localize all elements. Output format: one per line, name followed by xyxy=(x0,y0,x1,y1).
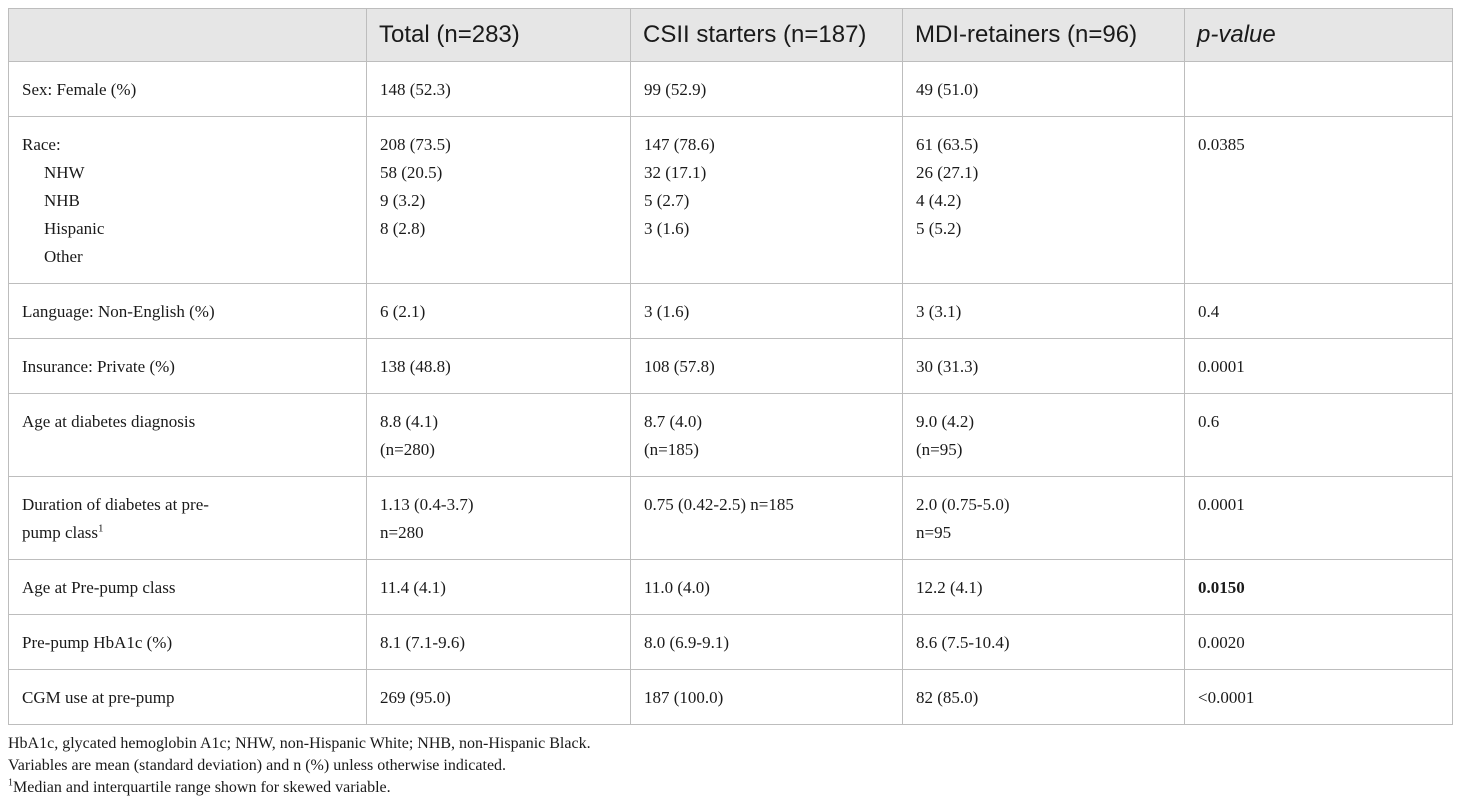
cell-mdi: 30 (31.3) xyxy=(902,338,1185,394)
cell-mdi: 82 (85.0) xyxy=(902,669,1185,725)
race-sublabel: NHW xyxy=(44,163,85,182)
race-label: Race: xyxy=(22,135,61,154)
cell-mdi: 49 (51.0) xyxy=(902,61,1185,117)
cell-line: 8 (2.8) xyxy=(380,219,426,238)
cell-csii: 8.7 (4.0) (n=185) xyxy=(630,393,903,477)
table-row: CGM use at pre-pump 269 (95.0) 187 (100.… xyxy=(8,669,1453,725)
cell-mdi: 61 (63.5) 26 (27.1) 4 (4.2) 5 (5.2) xyxy=(902,116,1185,284)
cell-line: 1.13 (0.4-3.7) xyxy=(380,495,474,514)
cell-mdi: 2.0 (0.75-5.0) n=95 xyxy=(902,476,1185,560)
cell-mdi: 9.0 (4.2) (n=95) xyxy=(902,393,1185,477)
cell-p-value: 0.0001 xyxy=(1184,338,1453,394)
demographics-table: Total (n=283) CSII starters (n=187) MDI-… xyxy=(8,8,1453,725)
cell-csii: 99 (52.9) xyxy=(630,61,903,117)
table-row: Language: Non-English (%) 6 (2.1) 3 (1.6… xyxy=(8,283,1453,339)
cell-csii: 187 (100.0) xyxy=(630,669,903,725)
cell-line: (n=280) xyxy=(380,440,435,459)
cell-csii: 108 (57.8) xyxy=(630,338,903,394)
cell-line: 32 (17.1) xyxy=(644,163,707,182)
cell-line: 0.75 (0.42-2.5) n=185 xyxy=(644,495,794,514)
row-label: Age at diabetes diagnosis xyxy=(8,393,367,477)
cell-total: 269 (95.0) xyxy=(366,669,631,725)
header-total: Total (n=283) xyxy=(366,8,631,62)
cell-total: 138 (48.8) xyxy=(366,338,631,394)
cell-line: 5 (2.7) xyxy=(644,191,690,210)
cell-mdi: 12.2 (4.1) xyxy=(902,559,1185,615)
cell-total: 1.13 (0.4-3.7) n=280 xyxy=(366,476,631,560)
label-line: pump class1 xyxy=(22,519,353,547)
cell-total: 11.4 (4.1) xyxy=(366,559,631,615)
cell-p-value: 0.0020 xyxy=(1184,614,1453,670)
table-row: Race: NHW NHB Hispanic Other 208 (73.5) … xyxy=(8,116,1453,284)
footnote-variables: Variables are mean (standard deviation) … xyxy=(8,757,507,774)
cell-line: 8.8 (4.1) xyxy=(380,412,439,431)
table-row: Age at diabetes diagnosis 8.8 (4.1) (n=2… xyxy=(8,393,1453,477)
cell-line: 9 (3.2) xyxy=(380,191,426,210)
label-line: Duration of diabetes at pre- xyxy=(22,495,209,514)
row-label: Pre-pump HbA1c (%) xyxy=(8,614,367,670)
cell-total: 8.1 (7.1-9.6) xyxy=(366,614,631,670)
header-blank xyxy=(8,8,367,62)
cell-line: 61 (63.5) xyxy=(916,135,979,154)
footnote-1-text: Median and interquartile range shown for… xyxy=(13,779,391,796)
cell-line: 58 (20.5) xyxy=(380,163,443,182)
cell-line: 4 (4.2) xyxy=(916,191,962,210)
table-header-row: Total (n=283) CSII starters (n=187) MDI-… xyxy=(8,8,1453,62)
table-row: Duration of diabetes at pre- pump class1… xyxy=(8,476,1453,560)
cell-csii: 3 (1.6) xyxy=(630,283,903,339)
row-label: Age at Pre-pump class xyxy=(8,559,367,615)
table-row: Sex: Female (%) 148 (52.3) 99 (52.9) 49 … xyxy=(8,61,1453,117)
cell-p-value: 0.4 xyxy=(1184,283,1453,339)
race-sublabel: Hispanic xyxy=(44,219,105,238)
race-sublabel: NHB xyxy=(44,191,80,210)
row-label: Language: Non-English (%) xyxy=(8,283,367,339)
label-text: pump class xyxy=(22,523,99,542)
cell-line: 2.0 (0.75-5.0) xyxy=(916,495,1010,514)
cell-line: 8.7 (4.0) xyxy=(644,412,703,431)
cell-p-value: 0.6 xyxy=(1184,393,1453,477)
cell-p-value: 0.0001 xyxy=(1184,476,1453,560)
footnote-marker: 1 xyxy=(98,522,104,535)
cell-mdi: 8.6 (7.5-10.4) xyxy=(902,614,1185,670)
cell-total: 8.8 (4.1) (n=280) xyxy=(366,393,631,477)
cell-p-value: 0.0385 xyxy=(1184,116,1453,284)
cell-csii: 0.75 (0.42-2.5) n=185 xyxy=(630,476,903,560)
race-sublabel: Other xyxy=(44,247,83,266)
cell-line: n=280 xyxy=(380,523,424,542)
cell-p-value xyxy=(1184,61,1453,117)
cell-line: 9.0 (4.2) xyxy=(916,412,975,431)
cell-line: (n=95) xyxy=(916,440,963,459)
table-row: Insurance: Private (%) 138 (48.8) 108 (5… xyxy=(8,338,1453,394)
cell-csii: 8.0 (6.9-9.1) xyxy=(630,614,903,670)
table-footnotes: HbA1c, glycated hemoglobin A1c; NHW, non… xyxy=(8,733,1452,799)
cell-line: 208 (73.5) xyxy=(380,135,451,154)
row-label: Insurance: Private (%) xyxy=(8,338,367,394)
cell-total: 6 (2.1) xyxy=(366,283,631,339)
header-mdi-retainers: MDI-retainers (n=96) xyxy=(902,8,1185,62)
row-label: Sex: Female (%) xyxy=(8,61,367,117)
cell-mdi: 3 (3.1) xyxy=(902,283,1185,339)
footnote-abbreviations: HbA1c, glycated hemoglobin A1c; NHW, non… xyxy=(8,735,591,752)
row-label: Race: NHW NHB Hispanic Other xyxy=(8,116,367,284)
table-container: Total (n=283) CSII starters (n=187) MDI-… xyxy=(8,8,1453,799)
table-row: Age at Pre-pump class 11.4 (4.1) 11.0 (4… xyxy=(8,559,1453,615)
cell-line: n=95 xyxy=(916,523,952,542)
header-p-value: p-value xyxy=(1184,8,1453,62)
cell-line: 147 (78.6) xyxy=(644,135,715,154)
header-csii-starters: CSII starters (n=187) xyxy=(630,8,903,62)
cell-p-value: 0.0150 xyxy=(1184,559,1453,615)
cell-line: (n=185) xyxy=(644,440,699,459)
cell-p-value: <0.0001 xyxy=(1184,669,1453,725)
cell-csii: 11.0 (4.0) xyxy=(630,559,903,615)
row-label: Duration of diabetes at pre- pump class1 xyxy=(8,476,367,560)
footnote-1: 1Median and interquartile range shown fo… xyxy=(8,777,1452,799)
row-label: CGM use at pre-pump xyxy=(8,669,367,725)
cell-line: 26 (27.1) xyxy=(916,163,979,182)
cell-total: 208 (73.5) 58 (20.5) 9 (3.2) 8 (2.8) xyxy=(366,116,631,284)
cell-total: 148 (52.3) xyxy=(366,61,631,117)
cell-line: 3 (1.6) xyxy=(644,219,690,238)
table-row: Pre-pump HbA1c (%) 8.1 (7.1-9.6) 8.0 (6.… xyxy=(8,614,1453,670)
cell-csii: 147 (78.6) 32 (17.1) 5 (2.7) 3 (1.6) xyxy=(630,116,903,284)
cell-line: 5 (5.2) xyxy=(916,219,962,238)
